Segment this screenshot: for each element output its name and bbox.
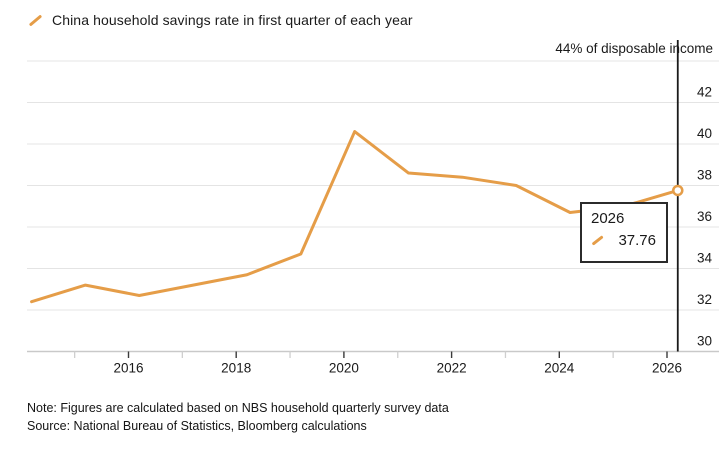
data-tooltip: 2026 37.76 [580,202,668,263]
x-tick-label: 2024 [544,361,575,376]
highlight-marker [672,184,684,197]
y-tick-label: 34 [697,251,713,266]
y-tick-label: 32 [697,292,712,307]
legend-label: China household savings rate in first qu… [52,12,413,28]
footer-source: Source: National Bureau of Statistics, B… [27,419,367,433]
y-tick-label: 30 [697,334,712,349]
chart-legend: China household savings rate in first qu… [28,12,413,28]
y-tick-label: 38 [697,168,712,183]
series-line [30,130,680,304]
x-tick-label: 2020 [329,361,359,376]
tooltip-year: 2026 [591,210,625,227]
y-tick-label: 40 [697,126,712,141]
x-tick-label: 2018 [221,361,251,376]
tooltip-value-row: 37.76 [591,232,656,249]
tooltip-value: 37.76 [618,232,656,249]
x-tick-label: 2022 [437,361,467,376]
footer-note: Note: Figures are calculated based on NB… [27,401,449,415]
y-tick-label: 36 [697,209,712,224]
x-tick-label: 2016 [113,361,143,376]
chart-footer: Note: Figures are calculated based on NB… [27,399,449,435]
y-tick-label: 42 [697,85,712,100]
y-axis-unit-label: 44% of disposable income [555,41,713,56]
tooltip-series-slash-icon [591,235,604,246]
x-tick-label: 2026 [652,361,682,376]
